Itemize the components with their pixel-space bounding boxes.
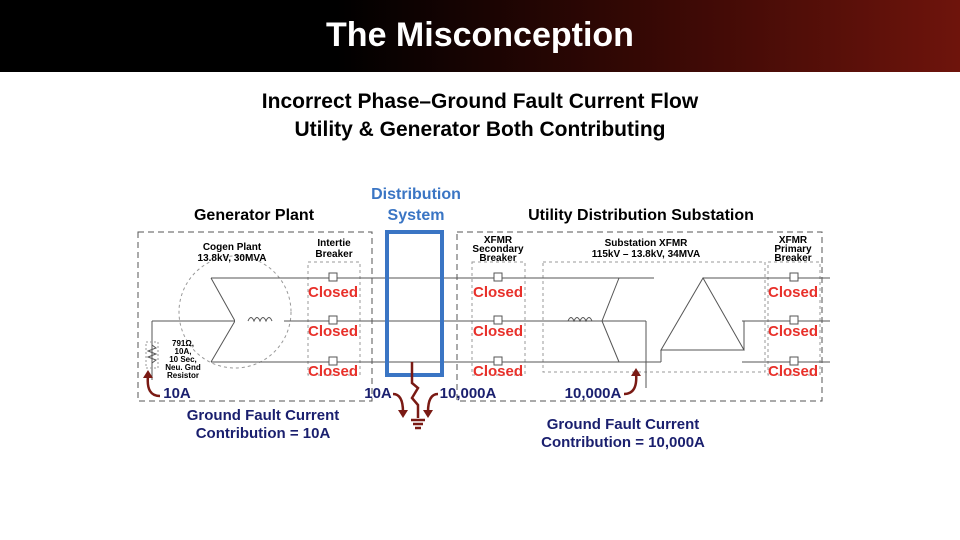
utility-substation-label: Utility Distribution Substation [528,207,754,224]
fault-arrow-left [392,392,405,413]
secondary-a-status: Closed [472,323,524,340]
subtitle-line-2: Utility & Generator Both Contributing [294,118,666,141]
utility-contribution: Ground Fault Current Contribution = 10,0… [541,416,705,452]
label-line: Intertie [317,238,351,249]
xfmr-name: Substation XFMR [604,238,688,249]
label-line: Breaker [774,253,812,264]
substation-xfmr-box [542,261,766,373]
fault-lightning-icon [410,362,420,418]
generator-name: Cogen Plant [202,242,262,253]
intertie-b-status: Closed [307,363,359,380]
substation-xfmr-label: Substation XFMR 115kV – 13.8kV, 34MVA [592,238,700,260]
contribution-line: Ground Fault Current [546,416,700,433]
primary-a-status: Closed [767,323,819,340]
xfmr-neutral-current: 10,000A [564,385,622,402]
label-line: Breaker [479,253,517,264]
label-line: Secondary [472,244,524,255]
primary-b-status: Closed [767,363,819,380]
generator-circle [178,255,292,369]
intertie-breaker-box [307,261,361,376]
xfmr-rating: 115kV – 13.8kV, 34MVA [591,249,701,260]
resistor-label: 791Ω, 10A, 10 Sec, Neu. Gnd Resistor [165,340,201,380]
resistor-line: Resistor [166,371,199,380]
distribution-system-box [385,230,444,377]
header-band [0,0,960,72]
fault-current-left: 10A [364,385,392,402]
generator-label: Cogen Plant 13.8kV, 30MVA [198,242,267,264]
label-line: XFMR [778,235,808,246]
contribution-line: Contribution = 10A [195,425,331,442]
xfmr-neutral-arrow [623,372,638,396]
resistor-line: Neu. Gnd [165,363,201,372]
label-line: Breaker [315,249,353,260]
distribution-system-label: Distribution System [371,184,461,226]
contribution-line: Ground Fault Current [186,407,340,424]
fault-current-right: 10,000A [439,385,497,402]
label-line: Primary [774,244,812,255]
primary-breaker-box [767,261,821,376]
gen-neutral-current: 10A [163,385,191,402]
gen-neutral-arrow [146,375,161,398]
generator-contribution: Ground Fault Current Contribution = 10A [187,407,340,443]
resistor-line: 10A, [174,347,192,356]
label-line: XFMR [483,235,513,246]
resistor-line: 10 Sec, [169,355,197,364]
generator-rating: 13.8kV, 30MVA [197,253,267,264]
subtitle-line-1: Incorrect Phase–Ground Fault Current Flo… [261,90,699,113]
primary-c-status: Closed [767,284,819,301]
utility-substation-box [456,231,823,402]
resistor-line: 791Ω, [172,339,194,348]
distribution-line-2: System [387,207,445,224]
slide-title: The Misconception [326,16,634,54]
secondary-b-status: Closed [472,363,524,380]
generator-plant-label: Generator Plant [193,207,315,224]
secondary-breaker-box [471,261,526,376]
secondary-c-status: Closed [472,284,524,301]
intertie-breaker-label: Intertie Breaker [315,238,352,260]
contribution-line: Contribution = 10,000A [541,434,705,451]
primary-breaker-label: XFMR Primary Breaker [774,235,812,264]
generator-plant-box [137,231,373,402]
fault-arrow-right [426,392,439,413]
intertie-a-status: Closed [307,323,359,340]
distribution-line-1: Distribution [371,186,461,203]
secondary-breaker-label: XFMR Secondary Breaker [472,235,524,264]
intertie-c-status: Closed [307,284,359,301]
